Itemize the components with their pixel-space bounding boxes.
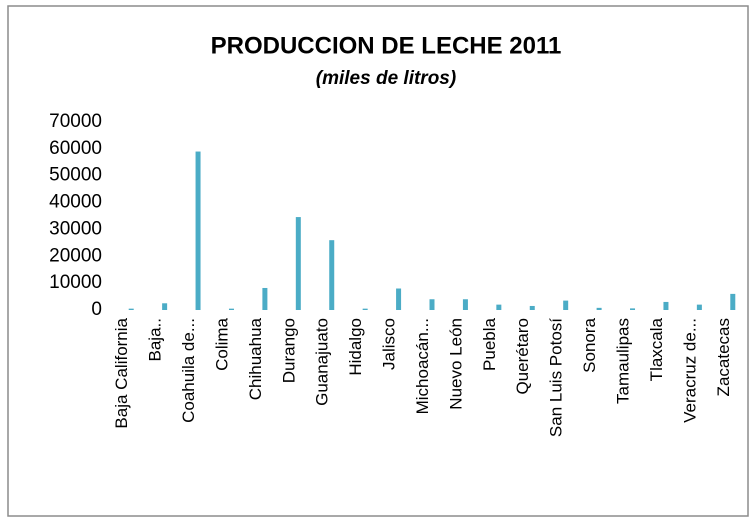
- x-tick-label: Hidalgo: [346, 318, 365, 376]
- y-tick-label: 50000: [49, 165, 102, 186]
- x-tick-label: Querétaro: [513, 318, 532, 395]
- x-tick-label: Chihuahua: [246, 317, 265, 400]
- bar: [429, 299, 435, 310]
- bar: [496, 304, 502, 310]
- x-tick-label: Durango: [279, 318, 298, 383]
- y-tick-label: 20000: [49, 245, 102, 266]
- chart-title: PRODUCCION DE LECHE 2011: [211, 32, 562, 59]
- bar: [696, 304, 702, 310]
- x-tick-label: Sonora: [580, 317, 599, 372]
- x-tick-label: Zacatecas: [714, 318, 733, 396]
- x-tick-label: Guanajuato: [313, 318, 332, 406]
- bar: [329, 240, 335, 310]
- bar: [563, 300, 569, 310]
- x-tick-label: Jalisco: [380, 318, 399, 370]
- y-tick-label: 10000: [49, 272, 102, 293]
- x-tick-label: San Luis Potosí: [547, 318, 566, 437]
- bar: [195, 151, 201, 310]
- chart-subtitle: (miles de litros): [316, 68, 456, 89]
- bar: [630, 308, 636, 310]
- chart-frame: [7, 5, 749, 517]
- y-tick-label: 70000: [49, 111, 102, 132]
- bar: [396, 288, 402, 310]
- x-tick-label: Nuevo León: [446, 318, 465, 410]
- bar: [295, 217, 301, 310]
- bar: [262, 287, 268, 310]
- y-tick-label: 40000: [49, 192, 102, 213]
- x-tick-label: Colima: [212, 317, 231, 370]
- bar: [362, 308, 368, 310]
- bar: [128, 308, 134, 310]
- y-tick-label: 0: [91, 299, 102, 320]
- bar: [462, 299, 468, 310]
- x-tick-label: Baja California: [112, 317, 131, 428]
- x-tick-label: Puebla: [480, 317, 499, 370]
- bar: [162, 303, 168, 310]
- y-tick-label: 30000: [49, 218, 102, 239]
- bar: [730, 293, 736, 310]
- bar: [596, 307, 602, 310]
- x-tick-label: Veracruz de...: [680, 318, 699, 423]
- bar: [529, 305, 535, 310]
- x-tick-label: Tlaxcala: [647, 317, 666, 381]
- x-tick-label: Michoacán...: [413, 318, 432, 414]
- x-tick-label: Baja..: [146, 318, 165, 361]
- y-tick-label: 60000: [49, 138, 102, 159]
- bar: [663, 301, 669, 310]
- x-tick-label: Coahuila de...: [179, 318, 198, 423]
- x-tick-label: Tamaulipas: [614, 318, 633, 404]
- bar: [228, 308, 234, 310]
